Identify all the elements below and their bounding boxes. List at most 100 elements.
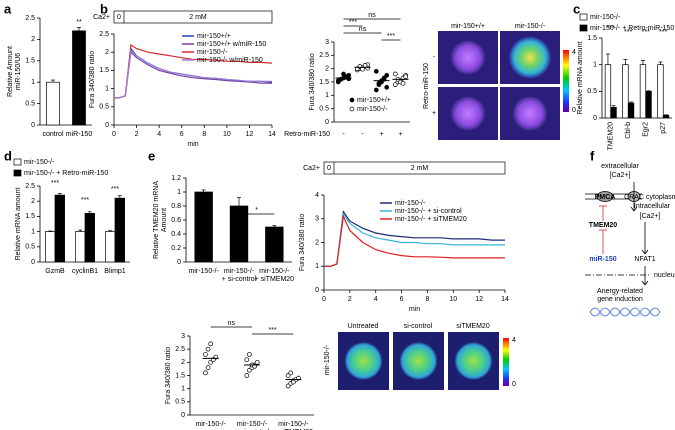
x-tick-label: 0	[112, 131, 116, 138]
x-tick-label: 14	[501, 296, 509, 303]
x-tick-label: control	[42, 131, 63, 138]
y-tick-label: 0	[325, 119, 329, 126]
significance-label: ***	[659, 29, 667, 36]
data-point	[244, 373, 250, 378]
significance-label: ***	[51, 180, 59, 187]
significance-label: ns	[359, 26, 367, 33]
legend-label: mir-150-/- + Retro-miR-150	[590, 25, 674, 32]
x-tick-label: 0	[322, 296, 326, 303]
legend-label: mir-150-/- + siTMEM20	[395, 216, 467, 223]
y-tick-label: 0.5	[25, 100, 35, 107]
diagram-label: [Ca2+]	[640, 213, 661, 220]
data-point	[205, 365, 211, 370]
legend-label: mir-150-/- + si-control	[395, 208, 462, 215]
y-axis-label: Relative mRNA amount	[577, 42, 584, 115]
bar	[75, 231, 86, 263]
y-tick-label: 1	[315, 263, 319, 270]
legend-label: mir-150+/+	[197, 33, 231, 40]
data-point	[290, 379, 296, 385]
diagram-label: extracellular	[601, 163, 639, 170]
data-point	[208, 341, 214, 347]
y-tick-label: 0.5	[587, 88, 597, 95]
legend-swatch	[579, 24, 588, 32]
panel-label: e	[148, 148, 155, 163]
significance-label: *	[255, 207, 258, 214]
diagram-shapes	[585, 182, 661, 317]
x-tick-label: 6	[400, 296, 404, 303]
ca-label: Ca2+	[303, 165, 320, 172]
legend-label: mir-150-/-	[24, 159, 55, 166]
colorbar	[563, 50, 569, 112]
data-point	[400, 80, 406, 86]
y-tick-label: 1	[593, 62, 597, 69]
x-tick-label: 8	[425, 296, 429, 303]
y-tick-label: 0	[593, 115, 597, 122]
legend-label: mir-150+/+	[357, 97, 391, 104]
bar	[657, 64, 664, 119]
series-line	[324, 214, 505, 267]
y-tick-label: 0.2	[171, 245, 181, 252]
x-tick-label: miR-150	[66, 131, 93, 138]
cell	[399, 342, 438, 380]
y-tick-label: 1	[105, 85, 109, 92]
legend-label: mir-150-/-	[590, 14, 621, 21]
x-tick-label: 8	[202, 131, 206, 138]
y-tick-label: 0	[181, 412, 185, 419]
ca-segment: 0	[117, 14, 121, 21]
x-tick-label: mir-150-/-	[259, 268, 290, 275]
panel-label: a	[4, 1, 12, 16]
y-axis-label: miR-150/U6	[15, 53, 22, 90]
y-tick-label: 0.8	[171, 203, 181, 210]
cell	[451, 96, 485, 131]
data-point	[346, 76, 352, 82]
bar	[72, 30, 86, 126]
column-label: siTMEM20	[456, 323, 490, 330]
row-value: -	[361, 131, 364, 138]
y-tick-label: 0.5	[319, 106, 329, 113]
y-tick-label: 2.5	[25, 183, 35, 190]
significance-label: ns	[228, 320, 236, 327]
y-tick-label: 0	[31, 122, 35, 129]
data-point	[373, 68, 379, 74]
row-title: Retro-miR-150	[423, 63, 430, 109]
y-tick-label: 1	[325, 92, 329, 99]
y-tick-label: 0.5	[99, 104, 109, 111]
x-tick-label: mir-150-/-	[224, 268, 255, 275]
significance-label: ***	[607, 25, 615, 32]
data-point	[341, 71, 346, 77]
y-tick-label: 3	[181, 333, 185, 340]
column-label: si-control	[404, 323, 433, 330]
y-tick-label: 1.5	[175, 372, 185, 379]
y-tick-label: 2	[181, 359, 185, 366]
significance-label: ***	[642, 29, 650, 36]
y-tick-label: 2.5	[99, 31, 109, 38]
y-axis-label: Fura 340/380 ratio	[89, 51, 96, 108]
legend-swatch	[13, 158, 22, 166]
row-value: +	[379, 131, 383, 138]
x-tick-label: 4	[157, 131, 161, 138]
diagram-label: cytoplasm	[646, 194, 675, 201]
diagram-label: nucleus	[654, 272, 675, 279]
data-point	[403, 74, 409, 80]
panel-label: c	[573, 1, 580, 16]
y-tick-label: 0	[177, 259, 181, 266]
diagram-label: Intracellular	[634, 203, 671, 210]
x-axis-label: min	[409, 306, 420, 313]
x-axis-label: min	[187, 141, 198, 148]
diagram-label: CRAC	[624, 194, 644, 201]
row-label: -	[433, 54, 436, 61]
x-tick-label: mir-150-/-	[237, 421, 268, 428]
y-tick-label: 0.6	[171, 217, 181, 224]
data-point	[254, 359, 260, 365]
diagram-label: TMEM20	[589, 222, 618, 229]
y-axis-label: Relative mRNA amount	[15, 188, 22, 261]
data-point	[288, 370, 294, 376]
bar	[194, 191, 213, 263]
cell	[451, 40, 485, 75]
bar	[105, 231, 116, 263]
panel-label: d	[4, 148, 12, 163]
x-tick-label: 2	[135, 131, 139, 138]
y-tick-label: 1.5	[319, 79, 329, 86]
x-tick-label: 14	[268, 131, 276, 138]
x-tick-label: + si-control	[235, 429, 270, 430]
